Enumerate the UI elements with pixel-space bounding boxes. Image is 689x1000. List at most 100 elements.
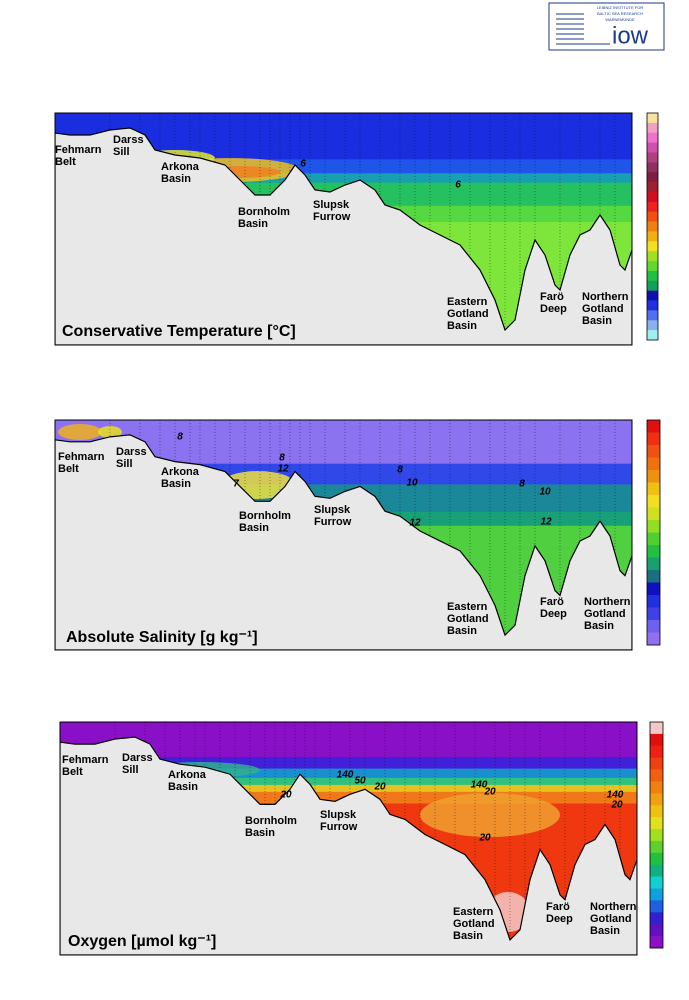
logo-mark: iow <box>612 22 649 49</box>
colorbar-swatch <box>647 520 660 533</box>
region-label: Darss <box>113 134 144 146</box>
region-label: Basin <box>239 522 269 534</box>
region-label: Basin <box>168 781 198 793</box>
colorbar-swatch <box>647 310 658 321</box>
region-label: Sill <box>113 146 130 158</box>
colorbar-swatch <box>647 280 658 291</box>
contour-label: 8 <box>519 479 525 490</box>
colorbar-frame <box>646 112 659 341</box>
colorbar-swatch <box>647 162 658 173</box>
region-label: Deep <box>540 303 567 315</box>
contour-label: 12 <box>409 518 421 529</box>
seabed <box>60 736 637 955</box>
colorbar-swatch <box>650 912 663 925</box>
region-label: Slupsk <box>313 199 350 211</box>
contour-label: 12 <box>277 464 289 475</box>
colorbar-swatch <box>647 221 658 232</box>
region-label: Basin <box>245 827 275 839</box>
colorbar-swatch <box>647 432 660 446</box>
region-label: Basin <box>447 320 477 332</box>
region-label: Arkona <box>168 769 207 781</box>
section-panel: 881278101281012FehmarnBeltDarssSillArkon… <box>54 419 661 651</box>
colorbar-swatch <box>647 231 658 242</box>
colorbar-swatch <box>650 769 663 782</box>
panel-frame <box>59 721 638 956</box>
colorbar-swatch <box>650 805 663 818</box>
region-label: Sill <box>122 764 139 776</box>
colorbar-swatch <box>650 733 663 747</box>
colorbar-swatch <box>647 122 658 134</box>
colorbar-swatch <box>647 172 658 183</box>
contour-label: 12 <box>540 517 552 528</box>
region-label: Deep <box>540 608 567 620</box>
region-label: Farö <box>540 291 564 303</box>
colorbar-swatch <box>650 793 663 806</box>
region-label: Farö <box>540 596 564 608</box>
seabed <box>55 434 632 650</box>
colorbar-swatch <box>647 582 660 596</box>
region-label: Basin <box>161 478 191 490</box>
contour-label: 20 <box>610 800 623 811</box>
colorbar-swatch <box>650 745 663 758</box>
colorbar-swatch <box>647 251 658 262</box>
region-label: Sill <box>116 458 133 470</box>
contour-label: 20 <box>478 833 491 844</box>
colorbar-swatch <box>647 152 658 163</box>
region-label: Fehmarn <box>62 754 109 766</box>
logo-frame <box>548 2 665 51</box>
region-label: Bornholm <box>238 206 290 218</box>
logo: LEIBNIZ INSTITUTE FOR BALTIC SEA RESEARC… <box>548 2 665 51</box>
contour-label: 8 <box>279 453 285 464</box>
contour-label: 6 <box>300 159 306 170</box>
water-feature <box>420 793 560 837</box>
colorbar-swatch <box>647 201 658 212</box>
region-label: Bornholm <box>239 510 291 522</box>
colorbar-swatch <box>647 632 660 646</box>
region-label: Slupsk <box>320 809 357 821</box>
contour-label: 20 <box>279 790 292 801</box>
panel-title: Oxygen [µmol kg⁻¹] <box>68 933 216 950</box>
region-label: Furrow <box>314 516 352 528</box>
contour-label: 20 <box>373 782 386 793</box>
colorbar-swatch <box>650 888 663 901</box>
panel-frame <box>54 419 633 651</box>
colorbar-swatch <box>647 545 660 558</box>
colorbar-swatch <box>647 457 660 471</box>
section-panel: 140502020140202014020FehmarnBeltDarssSil… <box>59 721 664 956</box>
colorbar-swatch <box>647 495 660 508</box>
region-label: Eastern <box>447 601 488 613</box>
contour-label: 6 <box>455 180 461 191</box>
colorbar-swatch <box>650 936 663 949</box>
contour-label: 140 <box>471 780 488 791</box>
colorbar-swatch <box>647 241 658 252</box>
region-label: Gotland <box>582 303 624 315</box>
colorbar-swatch <box>647 595 660 608</box>
region-label: Deep <box>546 913 573 925</box>
colorbar-frame <box>649 721 664 949</box>
colorbar-swatch <box>647 290 658 301</box>
region-label: Bornholm <box>245 815 297 827</box>
region-label: Arkona <box>161 161 200 173</box>
seabed <box>55 127 632 345</box>
colorbar-swatch <box>647 113 658 124</box>
colorbar-swatch <box>647 420 660 433</box>
region-label: Basin <box>453 930 483 942</box>
colorbar-swatch <box>650 817 663 830</box>
colorbar-swatch <box>650 852 663 866</box>
colorbar-swatch <box>647 261 658 272</box>
colorbar-swatch <box>650 757 663 770</box>
region-label: Gotland <box>590 913 632 925</box>
water-feature <box>58 424 102 440</box>
region-label: Northern <box>582 291 629 303</box>
region-label: Basin <box>161 173 191 185</box>
colorbar-swatch <box>647 620 660 633</box>
region-label: Furrow <box>313 211 351 223</box>
region-label: Belt <box>55 156 76 168</box>
colorbar-swatch <box>647 507 660 521</box>
panel-frame <box>54 112 633 346</box>
contour-label: 10 <box>539 487 551 498</box>
colorbar-swatch <box>650 829 663 842</box>
contour-label: 50 <box>354 776 366 787</box>
contour-label: 7 <box>233 479 239 490</box>
region-label: Gotland <box>584 608 626 620</box>
